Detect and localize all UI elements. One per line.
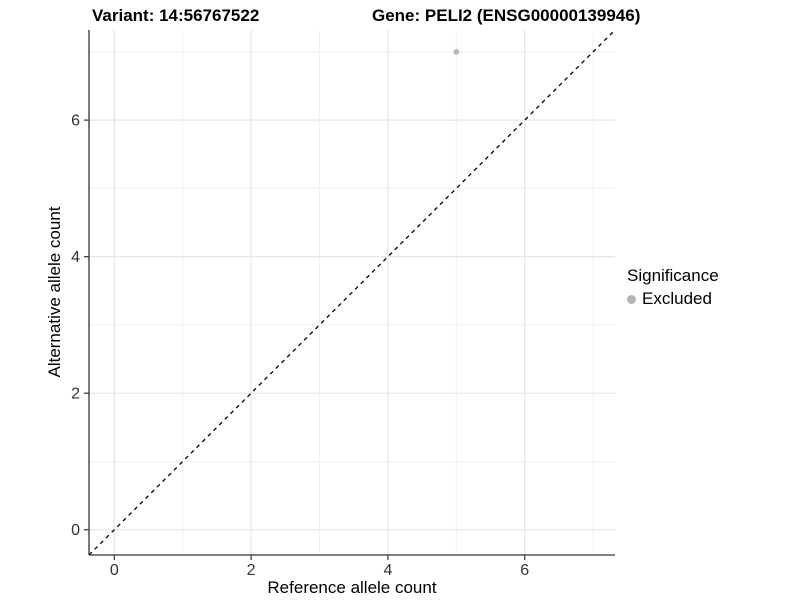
x-axis-title: Reference allele count [267,578,437,597]
legend-item-label: Excluded [642,289,712,308]
variant-title: Variant: 14:56767522 [92,6,260,25]
y-tick-label: 4 [71,249,80,266]
x-tick-label: 2 [247,562,256,579]
legend-title: Significance [627,266,719,285]
y-tick-label: 2 [71,386,80,403]
y-axis-title: Alternative allele count [45,206,64,378]
y-tick-label: 6 [71,113,80,130]
data-point [453,49,460,55]
x-tick-label: 0 [110,562,119,579]
x-tick-label: 4 [383,562,392,579]
identity-reference-line [88,29,616,556]
legend: Significance Excluded [627,266,719,309]
gene-title: Gene: PELI2 (ENSG00000139946) [372,6,641,25]
x-tick-label: 6 [520,562,529,579]
legend-item-excluded: Excluded [627,289,719,309]
legend-point-icon [627,294,636,304]
y-tick-label: 0 [71,522,80,539]
